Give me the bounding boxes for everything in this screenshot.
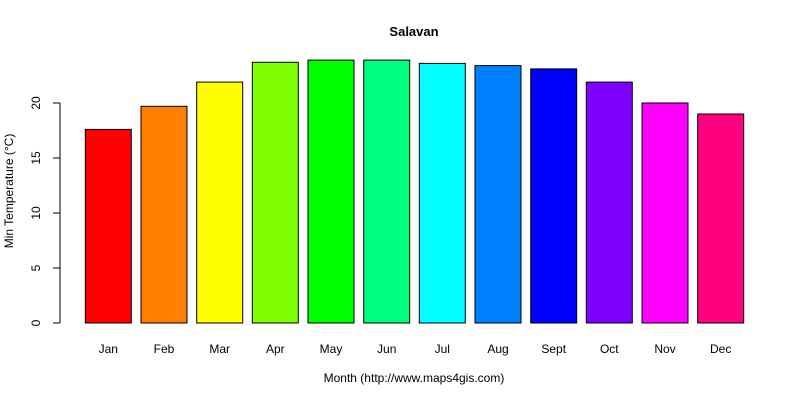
- x-tick-label: Dec: [710, 342, 731, 356]
- y-axis: 0 5 10 15 20: [29, 96, 61, 326]
- x-tick-label: May: [320, 342, 343, 356]
- y-tick-label: 0: [29, 319, 43, 326]
- bar-jan: [84, 128, 132, 324]
- x-tick-label: Feb: [154, 342, 175, 356]
- x-axis-ticks: Jan Feb Mar Apr May Jun Jul Aug Sept Oct Nov Dec: [99, 342, 732, 356]
- chart-title: Salavan: [389, 24, 438, 39]
- y-tick-label: 20: [29, 96, 43, 110]
- bar-sept: [530, 68, 578, 324]
- x-tick-label: Sept: [541, 342, 566, 356]
- y-tick-label: 5: [29, 264, 43, 271]
- y-tick-label: 15: [29, 151, 43, 165]
- bar-dec: [697, 113, 745, 324]
- bar-feb: [140, 105, 188, 324]
- bar-may: [307, 59, 355, 324]
- bar-jun: [363, 59, 411, 324]
- x-tick-label: Oct: [600, 342, 619, 356]
- y-tick-label: 10: [29, 206, 43, 220]
- bar-oct: [585, 81, 633, 324]
- x-tick-label: Nov: [654, 342, 675, 356]
- bar-nov: [641, 102, 689, 324]
- y-axis-label: Min Temperature (°C): [2, 134, 16, 249]
- x-tick-label: Jun: [377, 342, 396, 356]
- x-tick-label: Jul: [435, 342, 450, 356]
- x-axis-label: Month (http://www.maps4gis.com): [324, 371, 505, 385]
- x-tick-label: Apr: [266, 342, 285, 356]
- bar-aug: [474, 65, 522, 324]
- bars-group: [84, 59, 745, 324]
- x-tick-label: Jan: [99, 342, 118, 356]
- bar-mar: [196, 81, 244, 324]
- bar-apr: [251, 61, 299, 324]
- x-tick-label: Mar: [209, 342, 230, 356]
- bar-jul: [418, 62, 466, 324]
- x-tick-label: Aug: [487, 342, 508, 356]
